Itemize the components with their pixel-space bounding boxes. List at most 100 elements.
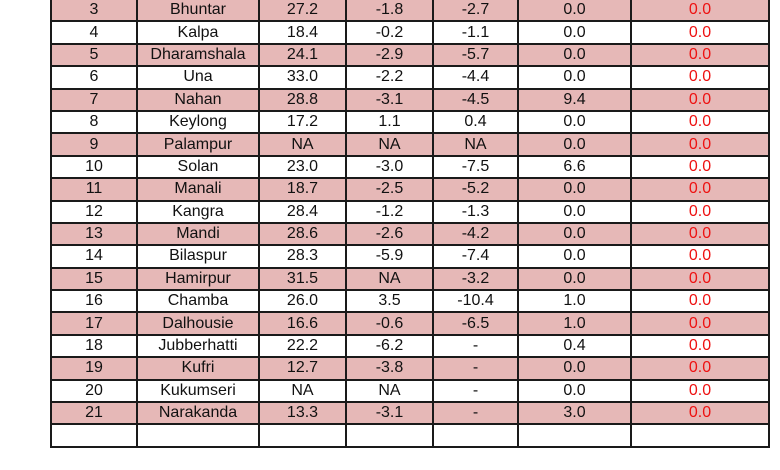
value-4-cell: 0.0 xyxy=(517,65,632,90)
table-row: 8 Keylong 17.2 1.1 0.4 0.0 0.0 xyxy=(50,109,770,135)
value-4-cell: 0.0 xyxy=(517,132,632,157)
value-1-cell: 28.6 xyxy=(258,221,347,247)
value-1-cell: 17.2 xyxy=(258,109,347,135)
value-4-cell: 3.0 xyxy=(517,401,632,426)
table-row: 6 Una 33.0 -2.2 -4.4 0.0 0.0 xyxy=(50,65,770,90)
value-5-cell: 0.0 xyxy=(630,65,770,90)
value-3-cell: -3.2 xyxy=(432,266,519,292)
value-5-cell: 0.0 xyxy=(630,20,770,45)
value-4-cell: 0.0 xyxy=(517,221,632,247)
value-4-cell: 6.6 xyxy=(517,154,632,180)
serial-number-cell: 19 xyxy=(50,356,138,381)
value-5-cell: 0.0 xyxy=(630,42,770,68)
value-4-cell: 9.4 xyxy=(517,87,632,112)
value-2-cell: -1.8 xyxy=(345,0,434,23)
serial-number-cell: 5 xyxy=(50,42,138,68)
value-2-cell: -0.2 xyxy=(345,20,434,45)
value-4-cell: 0.0 xyxy=(517,109,632,135)
value-3-cell: -4.2 xyxy=(432,221,519,247)
serial-number-cell: 6 xyxy=(50,65,138,90)
value-1-cell: 12.7 xyxy=(258,356,347,381)
value-5-cell: 0.0 xyxy=(630,244,770,269)
value-3-cell xyxy=(432,423,519,448)
value-4-cell: 0.0 xyxy=(517,356,632,381)
value-3-cell: -7.4 xyxy=(432,244,519,269)
serial-number-cell: 20 xyxy=(50,378,138,404)
value-3-cell: -1.3 xyxy=(432,199,519,224)
table-row: 9 Palampur NA NA NA 0.0 0.0 xyxy=(50,132,770,157)
value-4-cell: 1.0 xyxy=(517,289,632,314)
serial-number-cell: 21 xyxy=(50,401,138,426)
station-name-cell: Mandi xyxy=(136,221,260,247)
table-row: 16 Chamba 26.0 3.5 -10.4 1.0 0.0 xyxy=(50,289,770,314)
value-4-cell: 0.0 xyxy=(517,42,632,68)
value-5-cell: 0.0 xyxy=(630,87,770,112)
station-name-cell: Kukumseri xyxy=(136,378,260,404)
value-1-cell: 18.7 xyxy=(258,177,347,202)
station-name-cell: Kufri xyxy=(136,356,260,381)
value-5-cell: 0.0 xyxy=(630,311,770,336)
station-name-cell: Palampur xyxy=(136,132,260,157)
value-5-cell: 0.0 xyxy=(630,401,770,426)
table-row: 18 Jubberhatti 22.2 -6.2-0.4 0.0 xyxy=(50,333,770,359)
value-5-cell: 0.0 xyxy=(630,289,770,314)
serial-number-cell: 13 xyxy=(50,221,138,247)
value-4-cell: 0.0 xyxy=(517,0,632,23)
value-3-cell: -4.4 xyxy=(432,65,519,90)
serial-number-cell: 10 xyxy=(50,154,138,180)
value-4-cell: 0.0 xyxy=(517,266,632,292)
value-5-cell xyxy=(630,423,770,448)
value-5-cell: 0.0 xyxy=(630,177,770,202)
table-row: 21 Narakanda 13.3 -3.1-3.0 0.0 xyxy=(50,401,770,426)
value-1-cell: 28.3 xyxy=(258,244,347,269)
serial-number-cell: 3 xyxy=(50,0,138,23)
value-1-cell: 28.8 xyxy=(258,87,347,112)
station-name-cell: Hamirpur xyxy=(136,266,260,292)
value-3-cell: -10.4 xyxy=(432,289,519,314)
station-name-cell: Dharamshala xyxy=(136,42,260,68)
value-2-cell: -3.8 xyxy=(345,356,434,381)
value-1-cell: 23.0 xyxy=(258,154,347,180)
station-name-cell: Bilaspur xyxy=(136,244,260,269)
value-3-cell: -5.2 xyxy=(432,177,519,202)
value-4-cell: 0.0 xyxy=(517,378,632,404)
station-name-cell: Nahan xyxy=(136,87,260,112)
value-1-cell xyxy=(258,423,347,448)
table-body: 3 Bhuntar 27.2 -1.8 -2.7 0.0 0.0 4 Kalpa 18.4 -0.2… xyxy=(50,0,770,448)
value-5-cell: 0.0 xyxy=(630,0,770,23)
value-3-cell: NA xyxy=(432,132,519,157)
value-4-cell: 0.4 xyxy=(517,333,632,359)
value-4-cell: 1.0 xyxy=(517,311,632,336)
value-1-cell: 18.4 xyxy=(258,20,347,45)
serial-number-cell: 7 xyxy=(50,87,138,112)
value-3-cell: - xyxy=(432,356,519,381)
value-4-cell: 0.0 xyxy=(517,20,632,45)
value-2-cell: -2.5 xyxy=(345,177,434,202)
value-2-cell: -3.0 xyxy=(345,154,434,180)
table-row: 19 Kufri 12.7 -3.8-0.0 0.0 xyxy=(50,356,770,381)
serial-number-cell: 18 xyxy=(50,333,138,359)
value-4-cell: 0.0 xyxy=(517,199,632,224)
value-1-cell: 31.5 xyxy=(258,266,347,292)
value-5-cell: 0.0 xyxy=(630,333,770,359)
value-2-cell: -6.2 xyxy=(345,333,434,359)
table-row: 17 Dalhousie 16.6 -0.6 -6.5 1.0 0.0 xyxy=(50,311,770,336)
table-row: 5 Dharamshala 24.1 -2.9 -5.7 0.0 0.0 xyxy=(50,42,770,68)
table-row: 10 Solan 23.0 -3.0 -7.5 6.6 0.0 xyxy=(50,154,770,180)
table-row: 7 Nahan 28.8 -3.1 -4.5 9.4 0.0 xyxy=(50,87,770,112)
station-name-cell: Keylong xyxy=(136,109,260,135)
value-5-cell: 0.0 xyxy=(630,132,770,157)
value-1-cell: 16.6 xyxy=(258,311,347,336)
value-3-cell: -4.5 xyxy=(432,87,519,112)
value-2-cell: -3.1 xyxy=(345,401,434,426)
value-1-cell: NA xyxy=(258,378,347,404)
serial-number-cell: 17 xyxy=(50,311,138,336)
station-name-cell xyxy=(136,423,260,448)
value-4-cell xyxy=(517,423,632,448)
value-5-cell: 0.0 xyxy=(630,109,770,135)
table-row: 14 Bilaspur 28.3 -5.9 -7.4 0.0 0.0 xyxy=(50,244,770,269)
value-2-cell: -2.6 xyxy=(345,221,434,247)
serial-number-cell: 16 xyxy=(50,289,138,314)
value-3-cell: -7.5 xyxy=(432,154,519,180)
value-2-cell: NA xyxy=(345,378,434,404)
